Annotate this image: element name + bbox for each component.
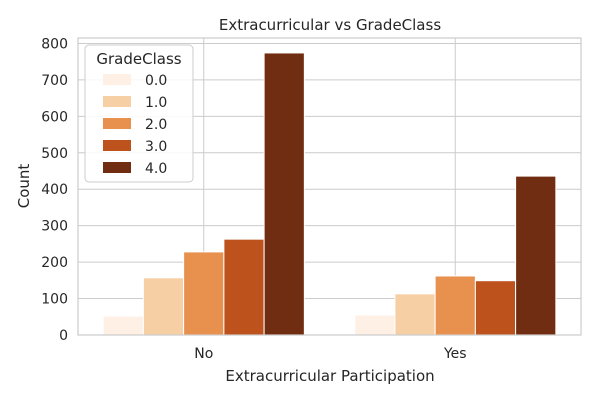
legend-label: 2.0 [145, 117, 167, 133]
y-tick-label: 0 [59, 328, 68, 344]
legend-label: 0.0 [145, 73, 167, 89]
bar [394, 293, 436, 336]
bar [102, 315, 144, 336]
y-axis-label: Count [15, 164, 33, 209]
plot-frame [77, 37, 582, 336]
legend-swatch [103, 74, 131, 85]
x-tick-label: Yes [443, 346, 467, 362]
legend-swatch [103, 140, 131, 151]
bar [223, 238, 265, 336]
y-tick-label: 300 [41, 219, 68, 235]
legend-swatch [103, 96, 131, 107]
x-tick-labels: No Yes [194, 346, 466, 362]
legend-swatch [103, 162, 131, 173]
bar [515, 175, 557, 336]
y-tick-label: 100 [41, 292, 68, 308]
x-tick-label: No [194, 346, 213, 362]
legend-label: 3.0 [145, 139, 167, 155]
y-tick-label: 700 [41, 73, 68, 89]
legend-swatch [103, 118, 131, 129]
y-tick-labels: 0 100 200 300 400 500 600 700 800 [41, 36, 68, 344]
bar [434, 275, 476, 336]
bar [142, 277, 185, 336]
y-tick-label: 400 [41, 182, 68, 198]
x-axis-label: Extracurricular Participation [225, 367, 434, 385]
chart-title: Extracurricular vs GradeClass [219, 16, 441, 34]
bar [183, 251, 225, 336]
y-tick-label: 500 [41, 146, 68, 162]
legend-label: 1.0 [145, 95, 167, 111]
bar [474, 280, 517, 336]
legend-label: 4.0 [145, 161, 167, 177]
bars-layer [102, 52, 557, 336]
legend: GradeClass 0.0 1.0 2.0 3.0 4.0 [84, 44, 194, 183]
y-tick-label: 800 [41, 36, 68, 52]
bar [263, 52, 305, 336]
y-tick-label: 200 [41, 255, 68, 271]
bar [354, 314, 396, 336]
y-tick-label: 600 [41, 109, 68, 125]
legend-title: GradeClass [96, 50, 181, 68]
legend-items: 0.0 1.0 2.0 3.0 4.0 [103, 73, 167, 177]
